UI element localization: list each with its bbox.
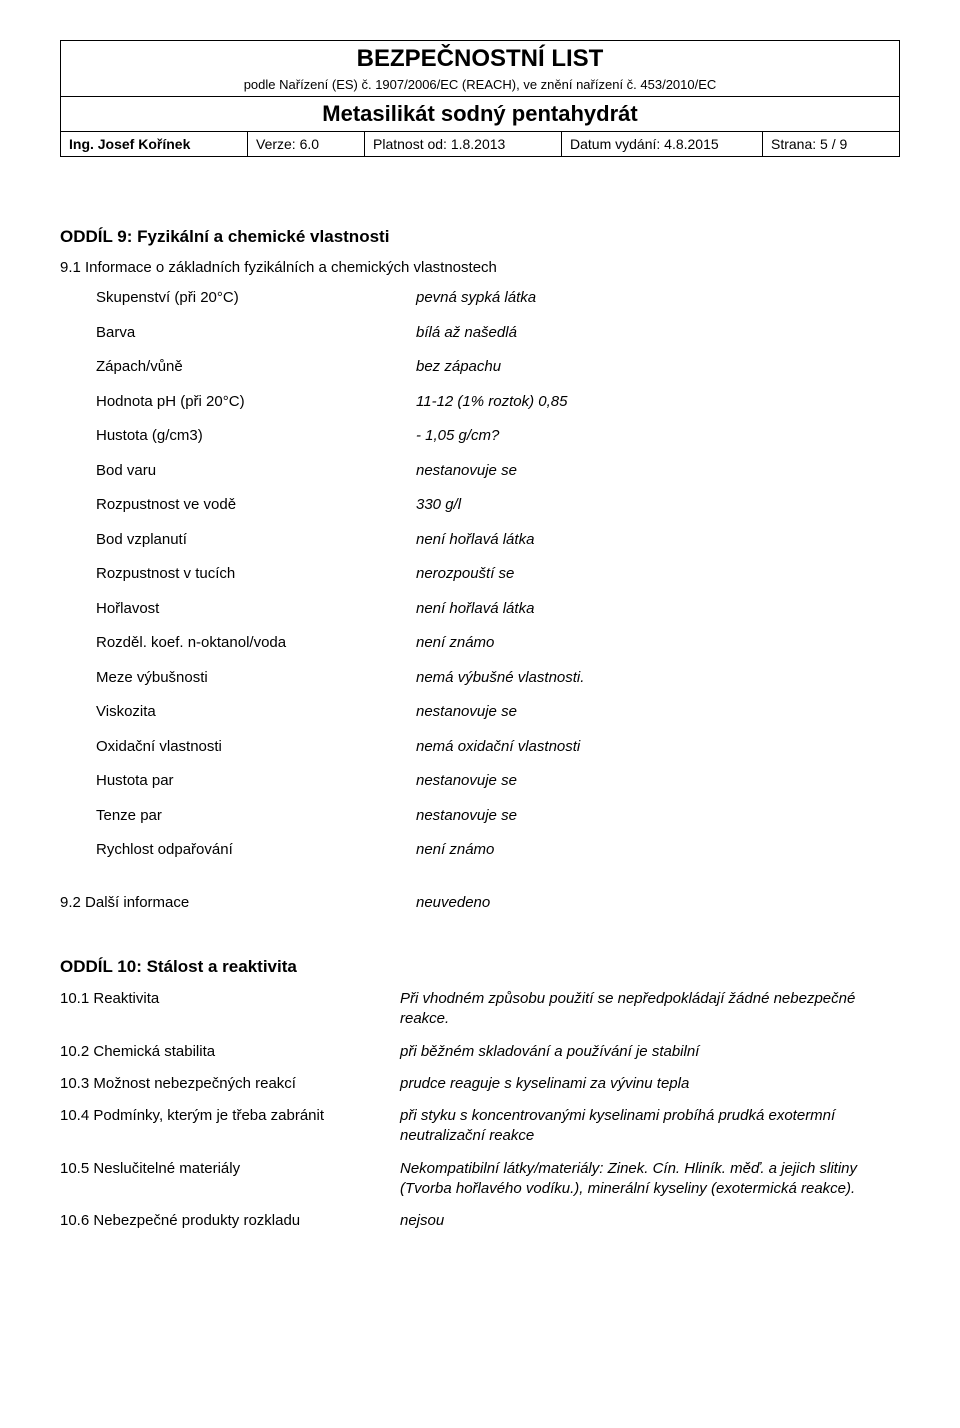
- s10-label: 10.4 Podmínky, kterým je třeba zabránit: [60, 1106, 400, 1147]
- prop-label: Viskozita: [96, 698, 416, 727]
- product-name: Metasilikát sodný pentahydrát: [60, 96, 900, 132]
- prop-value: nestanovuje se: [416, 767, 900, 796]
- prop-value: - 1,05 g/cm?: [416, 422, 900, 451]
- prop-value: není známo: [416, 836, 900, 865]
- prop-label: Meze výbušnosti: [96, 664, 416, 693]
- s10-value: Nekompatibilní látky/materiály: Zinek. C…: [400, 1159, 900, 1200]
- prop-value: nestanovuje se: [416, 457, 900, 486]
- prop-value: nerozpouští se: [416, 560, 900, 589]
- section-9-1-title: 9.1 Informace o základních fyzikálních a…: [60, 259, 900, 276]
- prop-label: Rychlost odpařování: [96, 836, 416, 865]
- prop-value: pevná sypká látka: [416, 284, 900, 313]
- prop-label: Skupenství (při 20°C): [96, 284, 416, 313]
- s10-label: 10.2 Chemická stabilita: [60, 1042, 400, 1062]
- doc-title: BEZPEČNOSTNÍ LIST: [60, 40, 900, 75]
- prop-label: Hodnota pH (při 20°C): [96, 388, 416, 417]
- s10-label: 10.1 Reaktivita: [60, 989, 400, 1030]
- prop-label: Bod vzplanutí: [96, 526, 416, 555]
- header-issued: Datum vydání: 4.8.2015: [562, 132, 763, 156]
- prop-label: Rozděl. koef. n-oktanol/voda: [96, 629, 416, 658]
- header-meta-row: Ing. Josef Kořínek Verze: 6.0 Platnost o…: [60, 132, 900, 157]
- prop-label: Oxidační vlastnosti: [96, 733, 416, 762]
- prop-value: nestanovuje se: [416, 802, 900, 831]
- header-validfrom: Platnost od: 1.8.2013: [365, 132, 562, 156]
- properties-table: Skupenství (při 20°C)pevná sypká látka B…: [60, 284, 900, 865]
- prop-value: nestanovuje se: [416, 698, 900, 727]
- prop-value: 330 g/l: [416, 491, 900, 520]
- section-9-title: ODDÍL 9: Fyzikální a chemické vlastnosti: [60, 227, 900, 247]
- prop-label: Tenze par: [96, 802, 416, 831]
- s10-label: 10.5 Neslučitelné materiály: [60, 1159, 400, 1200]
- prop-label: Rozpustnost v tucích: [96, 560, 416, 589]
- prop-value: nemá oxidační vlastnosti: [416, 733, 900, 762]
- prop-value: není hořlavá látka: [416, 595, 900, 624]
- prop-label: Zápach/vůně: [96, 353, 416, 382]
- section-10-table: 10.1 ReaktivitaPři vhodném způsobu použi…: [60, 989, 900, 1231]
- s10-value: Při vhodném způsobu použití se nepředpok…: [400, 989, 900, 1030]
- prop-value: není známo: [416, 629, 900, 658]
- prop-label: Hustota par: [96, 767, 416, 796]
- s10-value: při běžném skladování a používání je sta…: [400, 1042, 900, 1062]
- s10-label: 10.6 Nebezpečné produkty rozkladu: [60, 1211, 400, 1231]
- prop-label: Rozpustnost ve vodě: [96, 491, 416, 520]
- header-page: Strana: 5 / 9: [763, 132, 899, 156]
- s10-value: prudce reaguje s kyselinami za vývinu te…: [400, 1074, 900, 1094]
- prop-label: Barva: [96, 319, 416, 348]
- s10-label: 10.3 Možnost nebezpečných reakcí: [60, 1074, 400, 1094]
- prop-value: nemá výbušné vlastnosti.: [416, 664, 900, 693]
- header-author: Ing. Josef Kořínek: [61, 132, 248, 156]
- s10-value: při styku s koncentrovanými kyselinami p…: [400, 1106, 900, 1147]
- s10-value: nejsou: [400, 1211, 900, 1231]
- prop-label: Hořlavost: [96, 595, 416, 624]
- prop-label: Hustota (g/cm3): [96, 422, 416, 451]
- section-9-2-label: 9.2 Další informace: [60, 889, 416, 918]
- prop-value: není hořlavá látka: [416, 526, 900, 555]
- section-9-2-value: neuvedeno: [416, 889, 900, 918]
- prop-label: Bod varu: [96, 457, 416, 486]
- prop-value: 11-12 (1% roztok) 0,85: [416, 388, 900, 417]
- prop-value: bílá až našedlá: [416, 319, 900, 348]
- header-version: Verze: 6.0: [248, 132, 365, 156]
- prop-value: bez zápachu: [416, 353, 900, 382]
- section-10-title: ODDÍL 10: Stálost a reaktivita: [60, 957, 900, 977]
- doc-subtitle: podle Nařízení (ES) č. 1907/2006/EC (REA…: [60, 75, 900, 96]
